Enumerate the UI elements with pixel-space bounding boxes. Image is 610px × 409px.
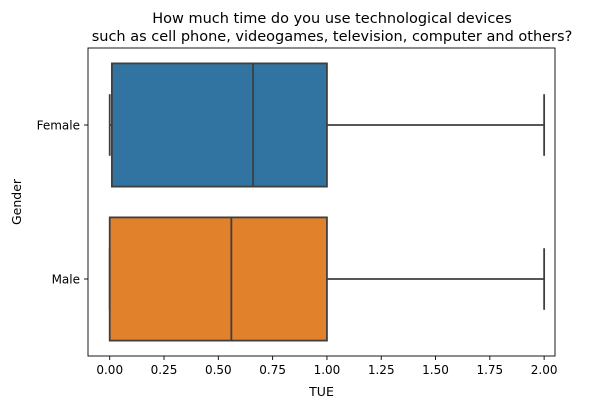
x-tick-label-1: 0.25 xyxy=(151,363,178,377)
plot-area: Female Male 0.00 0.25 0.50 0.75 1.00 1.25 1.50 1.… xyxy=(37,62,558,377)
box-male xyxy=(108,216,328,342)
x-tick-label-8: 2.00 xyxy=(531,363,558,377)
box-female xyxy=(110,62,328,188)
plot-frame xyxy=(87,47,556,357)
chart-title-line-2: such as cell phone, videogames, televisi… xyxy=(92,29,573,45)
x-tick-label-2: 0.50 xyxy=(205,363,232,377)
x-axis-label: TUE xyxy=(308,384,334,399)
y-tick-label-female: Female xyxy=(37,119,80,133)
chart-title-line-1: How much time do you use technological d… xyxy=(152,11,512,27)
x-tick-label-6: 1.50 xyxy=(422,363,449,377)
x-tick-label-0: 0.00 xyxy=(96,363,123,377)
x-tick-label-7: 1.75 xyxy=(476,363,503,377)
y-axis-label: Gender xyxy=(9,178,24,225)
x-tick-label-3: 0.75 xyxy=(259,363,286,377)
x-tick-label-4: 1.00 xyxy=(314,363,341,377)
x-tick-label-5: 1.25 xyxy=(368,363,395,377)
y-tick-label-male: Male xyxy=(52,273,80,287)
